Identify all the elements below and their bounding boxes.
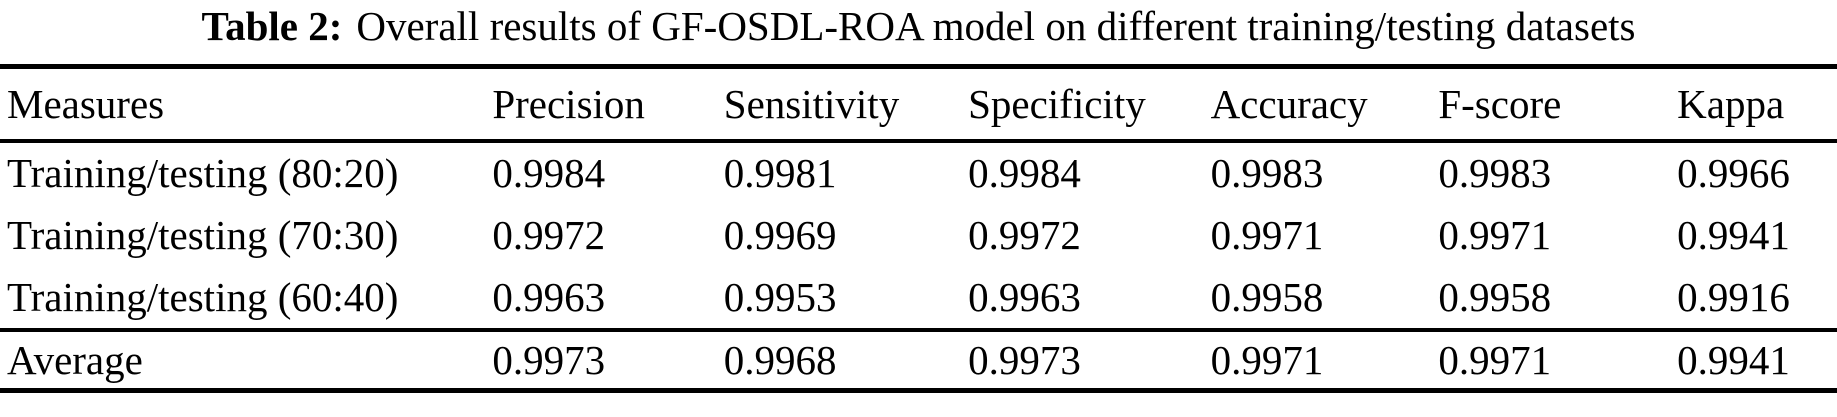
cell-sensitivity: 0.9953 bbox=[723, 274, 837, 320]
table-row: Training/testing (60:40) 0.9963 0.9953 0… bbox=[0, 267, 1837, 330]
cell-sensitivity: 0.9981 bbox=[723, 150, 837, 196]
table-caption-label: Table 2: bbox=[201, 3, 343, 49]
column-header-specificity: Specificity bbox=[968, 66, 1211, 143]
column-header-sensitivity: Sensitivity bbox=[723, 66, 969, 143]
table-caption: Table 2: Overall results of GF-OSDL-ROA m… bbox=[0, 0, 1837, 64]
table-row-average: Average 0.9973 0.9968 0.9973 0.9971 0.99… bbox=[0, 327, 1837, 391]
table-footer: Average 0.9973 0.9968 0.9973 0.9971 0.99… bbox=[0, 327, 1837, 391]
cell-specificity: 0.9963 bbox=[968, 274, 1081, 320]
cell-specificity: 0.9973 bbox=[968, 327, 1211, 391]
cell-accuracy: 0.9983 bbox=[1210, 150, 1324, 196]
cell-fscore: 0.9971 bbox=[1438, 327, 1678, 391]
table-caption-text: Overall results of GF-OSDL-ROA model on … bbox=[356, 3, 1636, 49]
row-measure-label: Training/testing (70:30) bbox=[7, 212, 399, 258]
cell-precision: 0.9973 bbox=[492, 327, 724, 391]
cell-precision: 0.9984 bbox=[492, 150, 606, 196]
column-header-precision: Precision bbox=[492, 66, 724, 143]
cell-accuracy: 0.9971 bbox=[1210, 327, 1439, 391]
cell-precision: 0.9972 bbox=[492, 212, 606, 258]
column-header-fscore: F-score bbox=[1438, 66, 1678, 143]
cell-sensitivity: 0.9969 bbox=[723, 212, 837, 258]
column-header-measures: Measures bbox=[0, 66, 493, 143]
table-row: Training/testing (80:20) 0.9984 0.9981 0… bbox=[0, 141, 1837, 204]
table-row: Training/testing (70:30) 0.9972 0.9969 0… bbox=[0, 204, 1837, 267]
row-measure-label: Training/testing (80:20) bbox=[7, 150, 399, 196]
cell-kappa: 0.9966 bbox=[1677, 150, 1790, 196]
cell-sensitivity: 0.9968 bbox=[723, 327, 969, 391]
cell-kappa: 0.9941 bbox=[1677, 212, 1790, 258]
column-header-kappa: Kappa bbox=[1677, 66, 1837, 143]
cell-kappa: 0.9916 bbox=[1677, 274, 1790, 320]
cell-specificity: 0.9984 bbox=[968, 150, 1081, 196]
cell-accuracy: 0.9958 bbox=[1210, 274, 1324, 320]
cell-specificity: 0.9972 bbox=[968, 212, 1081, 258]
row-measure-label: Average bbox=[0, 327, 493, 391]
row-measure-label: Training/testing (60:40) bbox=[7, 274, 399, 320]
column-header-accuracy: Accuracy bbox=[1210, 66, 1439, 143]
header-row: Measures Precision Sensitivity Specifici… bbox=[0, 66, 1837, 143]
table-body: Training/testing (80:20) 0.9984 0.9981 0… bbox=[0, 141, 1837, 330]
cell-fscore: 0.9983 bbox=[1438, 150, 1552, 196]
cell-fscore: 0.9958 bbox=[1438, 274, 1552, 320]
cell-kappa: 0.9941 bbox=[1677, 327, 1837, 391]
cell-accuracy: 0.9971 bbox=[1210, 212, 1324, 258]
table-header: Measures Precision Sensitivity Specifici… bbox=[0, 66, 1837, 143]
cell-precision: 0.9963 bbox=[492, 274, 606, 320]
results-table: Measures Precision Sensitivity Specifici… bbox=[0, 64, 1837, 393]
cell-fscore: 0.9971 bbox=[1438, 212, 1552, 258]
